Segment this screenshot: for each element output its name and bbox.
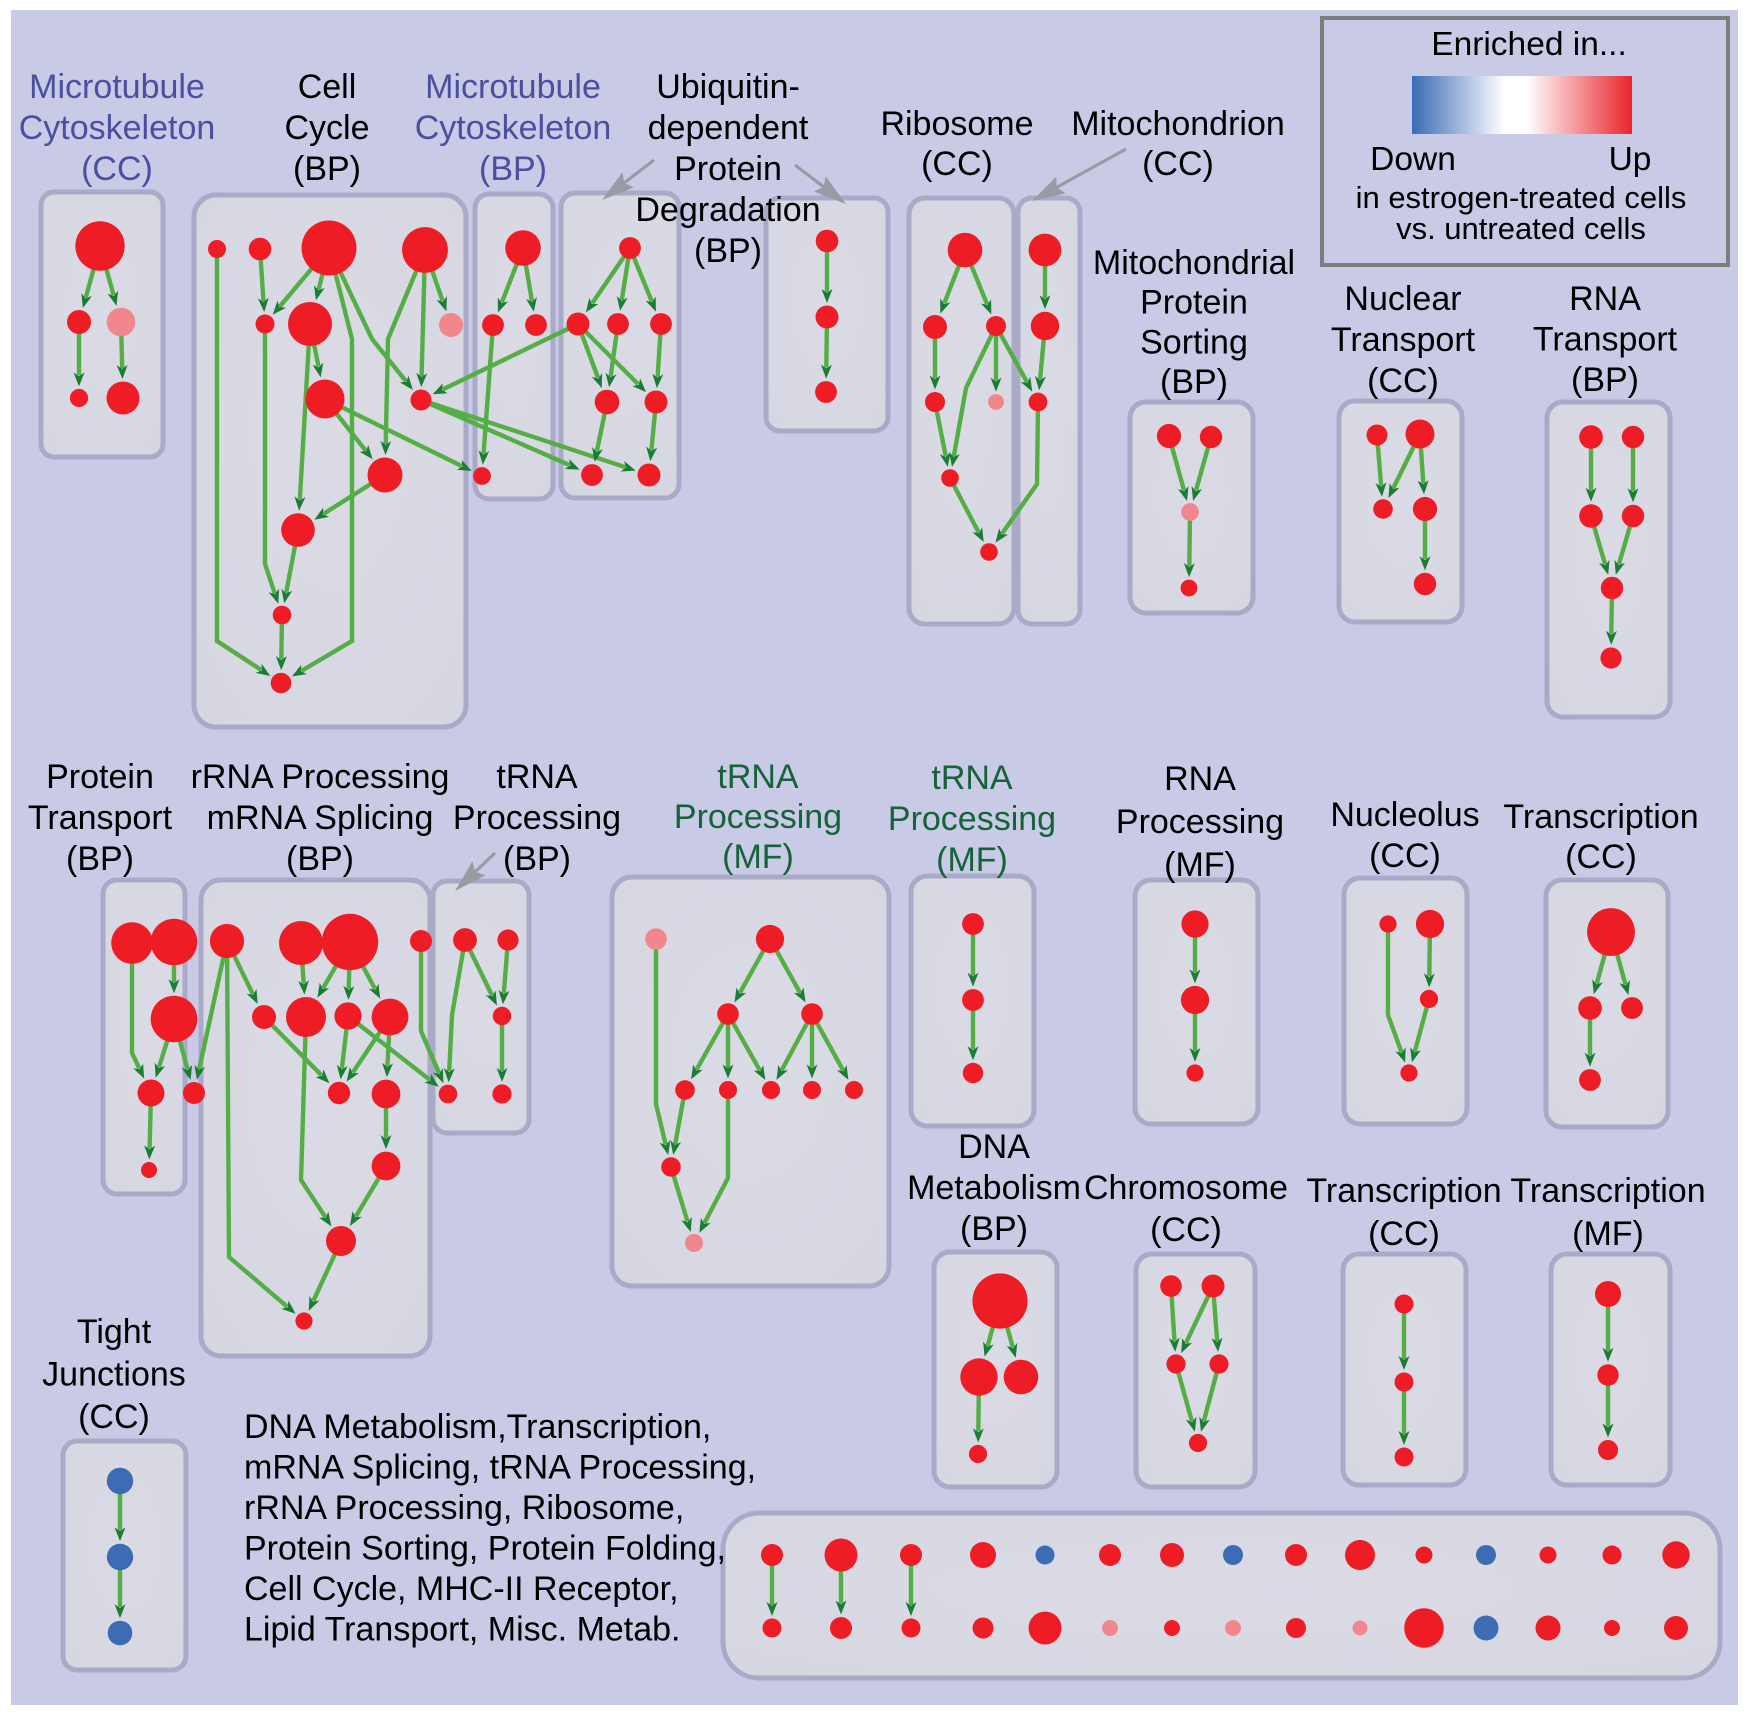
- svg-text:(BP): (BP): [286, 840, 354, 878]
- svg-text:rRNA Processing, Ribosome,: rRNA Processing, Ribosome,: [244, 1489, 684, 1527]
- svg-text:Transcription: Transcription: [1510, 1172, 1705, 1210]
- svg-text:Cell: Cell: [298, 68, 357, 106]
- svg-text:Nuclear: Nuclear: [1344, 280, 1461, 318]
- svg-text:(CC): (CC): [1369, 837, 1441, 875]
- svg-text:RNA: RNA: [1164, 760, 1236, 798]
- svg-text:in estrogen-treated cells: in estrogen-treated cells: [1356, 180, 1687, 215]
- svg-text:Mitochondrial: Mitochondrial: [1093, 244, 1295, 282]
- svg-text:Microtubule: Microtubule: [29, 68, 205, 106]
- svg-text:(CC): (CC): [1368, 1215, 1440, 1253]
- svg-text:mRNA Splicing, tRNA Processing: mRNA Splicing, tRNA Processing,: [244, 1449, 756, 1487]
- svg-text:(CC): (CC): [81, 150, 153, 188]
- svg-text:Processing: Processing: [888, 800, 1056, 838]
- svg-text:(CC): (CC): [1142, 145, 1214, 183]
- svg-text:Metabolism: Metabolism: [907, 1169, 1081, 1207]
- svg-text:(CC): (CC): [921, 145, 993, 183]
- svg-text:Mitochondrion: Mitochondrion: [1071, 105, 1285, 143]
- svg-text:mRNA Splicing: mRNA Splicing: [207, 799, 434, 837]
- svg-text:Degradation: Degradation: [635, 191, 820, 229]
- svg-text:(MF): (MF): [722, 838, 794, 876]
- svg-text:DNA Metabolism,Transcription,: DNA Metabolism,Transcription,: [244, 1408, 711, 1446]
- svg-text:Transport: Transport: [28, 799, 173, 837]
- svg-text:Protein: Protein: [46, 758, 154, 796]
- svg-text:Protein: Protein: [674, 150, 782, 188]
- svg-text:tRNA: tRNA: [717, 758, 799, 796]
- svg-text:(CC): (CC): [1367, 362, 1439, 400]
- svg-text:tRNA: tRNA: [496, 758, 578, 796]
- svg-text:Processing: Processing: [453, 799, 621, 837]
- svg-text:Enriched in...: Enriched in...: [1431, 26, 1627, 63]
- svg-text:(BP): (BP): [1160, 363, 1228, 401]
- svg-text:Cycle: Cycle: [284, 109, 369, 147]
- svg-text:RNA: RNA: [1569, 280, 1641, 318]
- svg-text:(BP): (BP): [479, 150, 547, 188]
- svg-text:Transcription: Transcription: [1503, 798, 1698, 836]
- svg-text:Cytoskeleton: Cytoskeleton: [415, 109, 612, 147]
- svg-text:Transport: Transport: [1331, 321, 1476, 359]
- svg-text:Transcription: Transcription: [1306, 1172, 1501, 1210]
- svg-text:(MF): (MF): [1572, 1215, 1644, 1253]
- svg-text:(BP): (BP): [293, 150, 361, 188]
- svg-text:(MF): (MF): [1164, 846, 1236, 884]
- svg-text:Ubiquitin-: Ubiquitin-: [656, 68, 800, 106]
- svg-text:Nucleolus: Nucleolus: [1330, 796, 1479, 834]
- svg-text:rRNA Processing: rRNA Processing: [191, 758, 450, 796]
- svg-text:Protein: Protein: [1140, 284, 1248, 322]
- svg-text:(CC): (CC): [1565, 838, 1637, 876]
- svg-text:(BP): (BP): [66, 840, 134, 878]
- svg-text:(BP): (BP): [503, 840, 571, 878]
- svg-text:(BP): (BP): [960, 1210, 1028, 1248]
- svg-text:DNA: DNA: [958, 1128, 1030, 1166]
- svg-text:Processing: Processing: [674, 798, 842, 836]
- svg-text:(CC): (CC): [78, 1398, 150, 1436]
- svg-text:Protein Sorting, Protein Foldi: Protein Sorting, Protein Folding,: [244, 1530, 726, 1568]
- svg-text:Ribosome: Ribosome: [880, 105, 1033, 143]
- svg-text:Down: Down: [1370, 141, 1456, 178]
- svg-text:(BP): (BP): [1571, 361, 1639, 399]
- svg-text:Processing: Processing: [1116, 803, 1284, 841]
- svg-text:Sorting: Sorting: [1140, 323, 1248, 361]
- svg-text:Lipid Transport, Misc. Metab.: Lipid Transport, Misc. Metab.: [244, 1611, 681, 1649]
- svg-text:(MF): (MF): [936, 841, 1008, 879]
- svg-text:dependent: dependent: [648, 109, 809, 147]
- svg-text:Junctions: Junctions: [42, 1356, 186, 1394]
- svg-text:Chromosome: Chromosome: [1084, 1169, 1288, 1207]
- svg-text:Cytoskeleton: Cytoskeleton: [19, 109, 216, 147]
- svg-text:Microtubule: Microtubule: [425, 68, 601, 106]
- svg-text:Cell Cycle, MHC-II Receptor,: Cell Cycle, MHC-II Receptor,: [244, 1570, 679, 1608]
- svg-text:Transport: Transport: [1533, 321, 1678, 359]
- svg-text:Tight: Tight: [77, 1313, 152, 1351]
- svg-text:(BP): (BP): [694, 232, 762, 270]
- svg-text:vs. untreated cells: vs. untreated cells: [1396, 211, 1646, 246]
- svg-text:(CC): (CC): [1150, 1211, 1222, 1249]
- svg-text:tRNA: tRNA: [931, 759, 1013, 797]
- svg-text:Up: Up: [1609, 141, 1652, 178]
